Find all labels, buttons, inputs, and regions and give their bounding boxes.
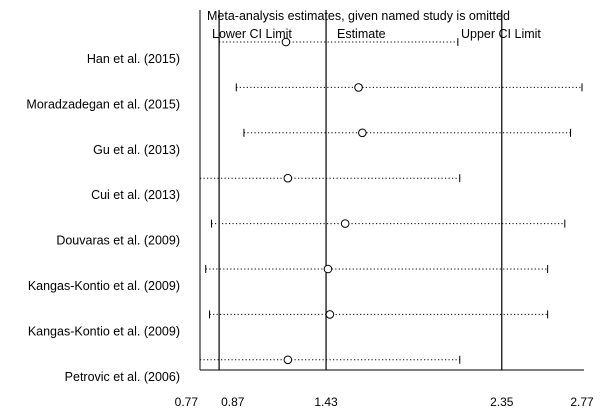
study-label: Kangas-Kontio et al. (2009) bbox=[28, 324, 180, 338]
study-estimate-point bbox=[340, 219, 350, 228]
chart-title: Meta-analysis estimates, given named stu… bbox=[207, 9, 510, 23]
study-estimate-point bbox=[283, 355, 293, 365]
x-tick-label: 1.43 bbox=[314, 395, 338, 409]
study-label: Kangas-Kontio et al. (2009) bbox=[28, 279, 180, 293]
study-estimate-point bbox=[358, 128, 367, 138]
study-label: Moradzadegan et al. (2015) bbox=[26, 97, 180, 111]
study-label: Douvaras et al. (2009) bbox=[56, 234, 180, 248]
legend-estimate: Estimate bbox=[337, 27, 386, 41]
x-tick-label: 2.35 bbox=[490, 395, 514, 409]
study-estimate-point bbox=[323, 264, 333, 274]
plot-area: 0.77 0.87 1.43 2.35 2.77 Han et al. (2015) Mor… bbox=[26, 10, 594, 409]
legend-lower-ci: Lower CI Limit bbox=[212, 27, 292, 41]
study-estimate-point bbox=[283, 173, 293, 183]
x-tick-label: 0.77 bbox=[175, 395, 199, 409]
study-estimate-point bbox=[281, 37, 291, 47]
study-estimate-point bbox=[354, 83, 363, 92]
study-estimate-point bbox=[325, 310, 335, 319]
x-tick-label: 2.77 bbox=[570, 395, 594, 409]
x-tick-label: 0.87 bbox=[221, 395, 245, 409]
study-label: Cui et al. (2013) bbox=[91, 188, 180, 202]
study-label: Petrovic et al. (2006) bbox=[65, 370, 180, 384]
study-label: Gu et al. (2013) bbox=[93, 143, 180, 157]
study-label: Han et al. (2015) bbox=[87, 52, 180, 66]
